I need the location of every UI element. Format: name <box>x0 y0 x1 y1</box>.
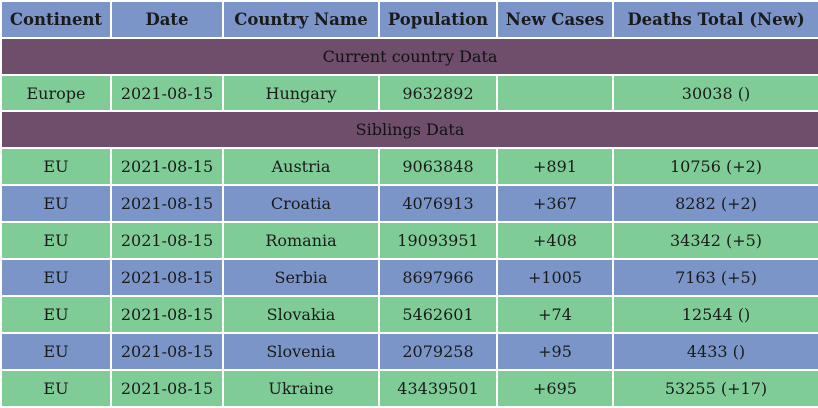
header-deaths-total: Deaths Total (New) <box>612 0 818 39</box>
table-row: EU 2021-08-15 Romania 19093951 +408 3434… <box>0 221 818 260</box>
header-date: Date <box>110 0 224 39</box>
cell-population: 8697966 <box>378 258 498 297</box>
cell-population: 43439501 <box>378 369 498 408</box>
cell-new-cases: +1005 <box>496 258 614 297</box>
cell-continent: EU <box>0 258 112 297</box>
header-row: Continent Date Country Name Population N… <box>0 0 818 39</box>
header-continent: Continent <box>0 0 112 39</box>
section-row-current: Current country Data <box>0 37 818 76</box>
cell-continent: Europe <box>0 74 112 112</box>
cell-country: Romania <box>222 221 380 260</box>
cell-new-cases: +408 <box>496 221 614 260</box>
cell-continent: EU <box>0 184 112 223</box>
cell-deaths: 4433 () <box>612 332 818 371</box>
cell-continent: EU <box>0 147 112 186</box>
cell-new-cases <box>496 74 614 112</box>
cell-population: 2079258 <box>378 332 498 371</box>
table-row-current: Europe 2021-08-15 Hungary 9632892 30038 … <box>0 74 818 112</box>
cell-population: 5462601 <box>378 295 498 334</box>
table-row: EU 2021-08-15 Slovenia 2079258 +95 4433 … <box>0 332 818 371</box>
cell-date: 2021-08-15 <box>110 221 224 260</box>
table-row: EU 2021-08-15 Serbia 8697966 +1005 7163 … <box>0 258 818 297</box>
cell-deaths: 34342 (+5) <box>612 221 818 260</box>
section-label-current: Current country Data <box>0 37 818 76</box>
section-label-siblings: Siblings Data <box>0 110 818 149</box>
cell-continent: EU <box>0 369 112 408</box>
cell-population: 9632892 <box>378 74 498 112</box>
cell-date: 2021-08-15 <box>110 147 224 186</box>
section-row-siblings: Siblings Data <box>0 110 818 149</box>
cell-date: 2021-08-15 <box>110 74 224 112</box>
cell-deaths: 30038 () <box>612 74 818 112</box>
cell-country: Slovakia <box>222 295 380 334</box>
cell-deaths: 10756 (+2) <box>612 147 818 186</box>
cell-country: Slovenia <box>222 332 380 371</box>
cell-continent: EU <box>0 295 112 334</box>
cell-new-cases: +367 <box>496 184 614 223</box>
cell-new-cases: +695 <box>496 369 614 408</box>
cell-country: Croatia <box>222 184 380 223</box>
cell-new-cases: +95 <box>496 332 614 371</box>
cell-population: 19093951 <box>378 221 498 260</box>
cell-date: 2021-08-15 <box>110 184 224 223</box>
cell-deaths: 7163 (+5) <box>612 258 818 297</box>
header-new-cases: New Cases <box>496 0 614 39</box>
cell-date: 2021-08-15 <box>110 258 224 297</box>
cell-country: Austria <box>222 147 380 186</box>
cell-population: 9063848 <box>378 147 498 186</box>
cell-population: 4076913 <box>378 184 498 223</box>
cell-date: 2021-08-15 <box>110 369 224 408</box>
cell-continent: EU <box>0 332 112 371</box>
cell-continent: EU <box>0 221 112 260</box>
table-row: EU 2021-08-15 Slovakia 5462601 +74 12544… <box>0 295 818 334</box>
table-row: EU 2021-08-15 Croatia 4076913 +367 8282 … <box>0 184 818 223</box>
cell-deaths: 12544 () <box>612 295 818 334</box>
cell-date: 2021-08-15 <box>110 295 224 334</box>
cell-deaths: 53255 (+17) <box>612 369 818 408</box>
header-population: Population <box>378 0 498 39</box>
cell-new-cases: +74 <box>496 295 614 334</box>
table-row: EU 2021-08-15 Austria 9063848 +891 10756… <box>0 147 818 186</box>
table-row: EU 2021-08-15 Ukraine 43439501 +695 5325… <box>0 369 818 408</box>
cell-new-cases: +891 <box>496 147 614 186</box>
header-country-name: Country Name <box>222 0 380 39</box>
cell-date: 2021-08-15 <box>110 332 224 371</box>
cell-deaths: 8282 (+2) <box>612 184 818 223</box>
cell-country: Ukraine <box>222 369 380 408</box>
cell-country: Serbia <box>222 258 380 297</box>
cell-country: Hungary <box>222 74 380 112</box>
